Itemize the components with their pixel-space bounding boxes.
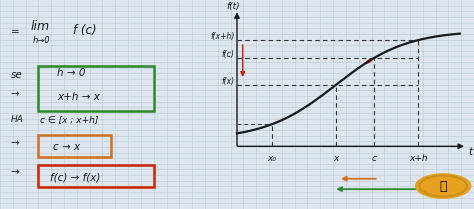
- Text: f(t): f(t): [227, 3, 240, 11]
- Text: →: →: [10, 168, 19, 178]
- Text: f(c): f(c): [222, 50, 235, 59]
- Text: c → x: c → x: [53, 142, 80, 152]
- Text: f(x): f(x): [221, 77, 235, 86]
- Text: f(x+h): f(x+h): [210, 32, 235, 41]
- Text: 🎓: 🎓: [439, 180, 447, 192]
- Text: f(c) → f(x): f(c) → f(x): [50, 172, 100, 182]
- Text: h → 0: h → 0: [57, 68, 85, 78]
- Text: →: →: [10, 138, 19, 148]
- Text: h→0: h→0: [32, 36, 50, 45]
- Text: →: →: [10, 89, 19, 99]
- Text: lim: lim: [31, 20, 50, 33]
- Text: x+h → x: x+h → x: [57, 92, 100, 102]
- Text: x₀: x₀: [267, 154, 276, 163]
- Text: t: t: [468, 147, 473, 157]
- Text: c ∈ [x ; x+h]: c ∈ [x ; x+h]: [40, 115, 99, 124]
- Text: =: =: [10, 28, 19, 38]
- Circle shape: [416, 174, 471, 198]
- Text: HA: HA: [10, 115, 23, 124]
- Text: se: se: [10, 70, 22, 80]
- Text: f (c): f (c): [73, 24, 97, 37]
- Text: x: x: [333, 154, 338, 163]
- Text: c: c: [371, 154, 376, 163]
- Text: x+h: x+h: [409, 154, 428, 163]
